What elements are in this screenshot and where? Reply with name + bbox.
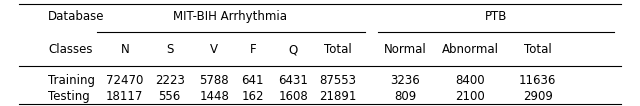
- Text: 809: 809: [394, 90, 416, 103]
- Text: 87553: 87553: [319, 74, 356, 86]
- Text: 641: 641: [241, 74, 264, 86]
- Text: 162: 162: [241, 90, 264, 103]
- Text: N: N: [120, 43, 129, 56]
- Text: 2100: 2100: [456, 90, 485, 103]
- Text: Abnormal: Abnormal: [442, 43, 499, 56]
- Text: 72470: 72470: [106, 74, 143, 86]
- Text: 556: 556: [159, 90, 180, 103]
- Text: 2909: 2909: [523, 90, 552, 103]
- Text: 1608: 1608: [278, 90, 308, 103]
- Text: 18117: 18117: [106, 90, 143, 103]
- Text: 3236: 3236: [390, 74, 420, 86]
- Text: V: V: [211, 43, 218, 56]
- Text: F: F: [250, 43, 256, 56]
- Text: Normal: Normal: [384, 43, 426, 56]
- Text: 21891: 21891: [319, 90, 356, 103]
- Text: Classes: Classes: [48, 43, 93, 56]
- Text: Total: Total: [324, 43, 352, 56]
- Text: Database: Database: [48, 10, 104, 23]
- Text: Total: Total: [524, 43, 552, 56]
- Text: 2223: 2223: [155, 74, 184, 86]
- Text: Testing: Testing: [48, 90, 90, 103]
- Text: Training: Training: [48, 74, 95, 86]
- Text: 11636: 11636: [519, 74, 556, 86]
- Text: 6431: 6431: [278, 74, 308, 86]
- Text: MIT-BIH Arrhythmia: MIT-BIH Arrhythmia: [173, 10, 287, 23]
- Text: 8400: 8400: [456, 74, 485, 86]
- Text: Q: Q: [289, 43, 298, 56]
- Text: PTB: PTB: [485, 10, 507, 23]
- Text: 1448: 1448: [200, 90, 229, 103]
- Text: S: S: [166, 43, 173, 56]
- Text: 5788: 5788: [200, 74, 229, 86]
